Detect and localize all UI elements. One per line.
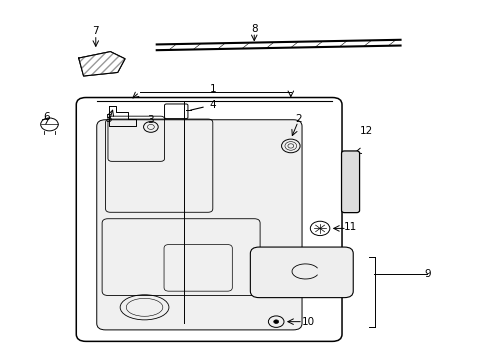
FancyBboxPatch shape <box>97 120 302 330</box>
Text: 8: 8 <box>250 24 257 34</box>
Text: 1: 1 <box>209 84 216 94</box>
Text: 9: 9 <box>423 269 430 279</box>
Text: 5: 5 <box>105 114 112 124</box>
Text: 11: 11 <box>344 222 357 232</box>
Circle shape <box>273 320 278 323</box>
Polygon shape <box>79 51 125 76</box>
Text: 4: 4 <box>209 100 216 111</box>
Text: 7: 7 <box>92 26 99 36</box>
Text: 2: 2 <box>294 114 301 124</box>
Text: 3: 3 <box>147 115 154 125</box>
FancyBboxPatch shape <box>250 247 352 298</box>
Text: 6: 6 <box>43 112 50 122</box>
Text: 12: 12 <box>359 126 372 135</box>
Text: 10: 10 <box>301 317 314 327</box>
FancyBboxPatch shape <box>341 151 359 213</box>
